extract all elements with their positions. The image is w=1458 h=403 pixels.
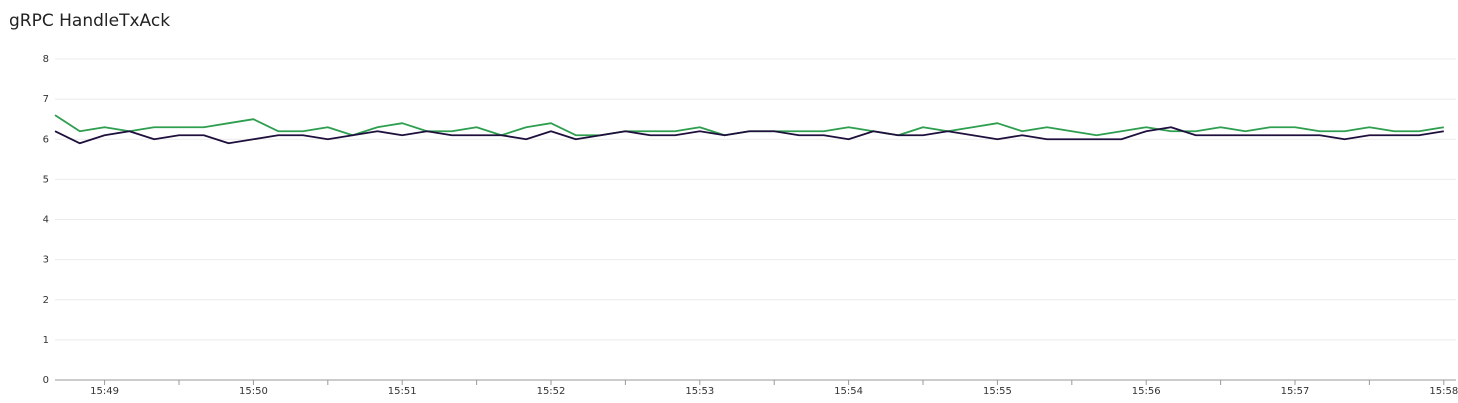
y-tick-label: 5 — [43, 174, 49, 185]
x-tick-label: 15:55 — [983, 386, 1012, 397]
y-tick-label: 6 — [43, 134, 49, 145]
x-tick-label: 15:58 — [1429, 386, 1458, 397]
x-tick-label: 15:49 — [90, 386, 119, 397]
x-tick-label: 15:50 — [239, 386, 268, 397]
y-tick-label: 1 — [43, 335, 49, 346]
chart-title: gRPC HandleTxAck — [9, 11, 170, 31]
x-tick-label: 15:51 — [388, 386, 417, 397]
x-tick-label: 15:52 — [537, 386, 566, 397]
y-tick-label: 0 — [43, 375, 49, 386]
y-tick-label: 7 — [43, 94, 49, 105]
series-line — [54, 114, 1444, 137]
y-tick-label: 3 — [43, 255, 49, 266]
series-line — [54, 126, 1444, 145]
y-tick-label: 4 — [43, 215, 49, 226]
x-tick-label: 15:57 — [1281, 386, 1310, 397]
x-tick-label: 15:54 — [834, 386, 863, 397]
y-tick-label: 2 — [43, 295, 49, 306]
x-tick-label: 15:53 — [685, 386, 714, 397]
x-tick-label: 15:56 — [1132, 386, 1161, 397]
y-tick-label: 8 — [43, 54, 49, 65]
